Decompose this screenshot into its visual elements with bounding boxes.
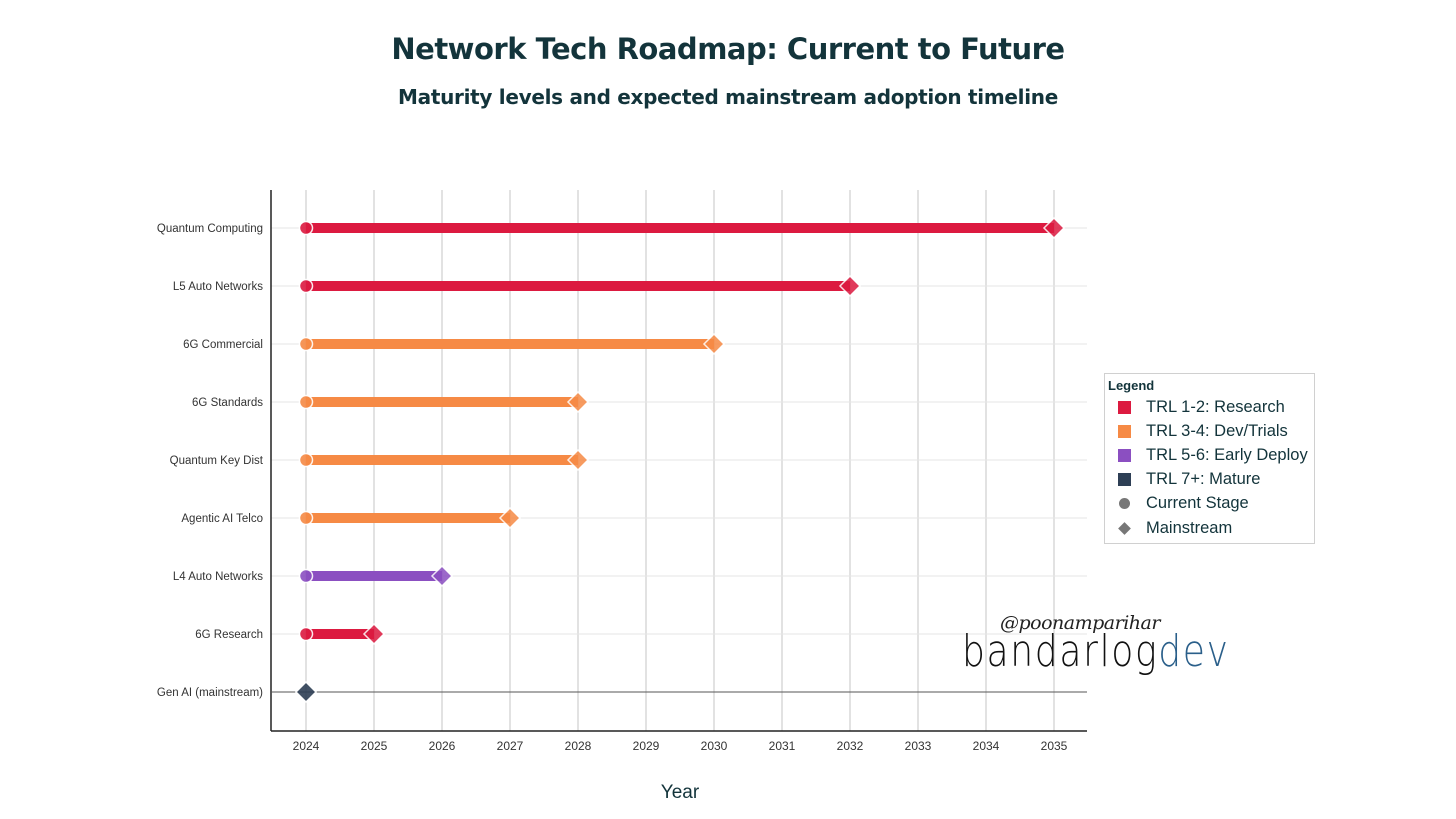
legend-swatch <box>1118 473 1131 487</box>
legend-entry: Current Stage <box>1118 493 1249 515</box>
legend-entry: TRL 1-2: Research <box>1118 396 1285 418</box>
legend-label: TRL 1-2: Research <box>1146 397 1285 416</box>
current-stage-marker <box>298 510 314 526</box>
watermark-brand-name: bandarlog <box>962 626 1159 677</box>
mainstream-marker <box>838 274 862 298</box>
marks-layer <box>271 216 1087 704</box>
x-tick-label: 2027 <box>497 739 524 753</box>
current-stage-marker <box>298 452 314 468</box>
mainstream-marker <box>430 564 454 588</box>
mainstream-marker <box>1042 216 1066 240</box>
legend-swatch <box>1118 448 1131 462</box>
x-tick-label: 2024 <box>293 739 320 753</box>
legend-label: Mainstream <box>1146 518 1233 537</box>
legend-label: Current Stage <box>1146 494 1249 513</box>
grid-layer <box>271 190 1087 731</box>
x-tick-label: 2033 <box>905 739 932 753</box>
x-tick-label: 2035 <box>1041 739 1068 753</box>
x-tick-label: 2026 <box>429 739 456 753</box>
y-tick-label: 6G Standards <box>192 397 263 409</box>
watermark-brand: bandarlogdev <box>962 626 1230 677</box>
legend-entry: TRL 3-4: Dev/Trials <box>1118 420 1288 442</box>
x-axis-label: Year <box>661 782 700 803</box>
current-stage-marker <box>298 394 314 410</box>
watermark: @poonamparihar bandarlogdev <box>962 612 1228 692</box>
x-tick-label: 2031 <box>769 739 796 753</box>
chart-subtitle: Maturity levels and expected mainstream … <box>398 85 1058 109</box>
legend-circle-icon <box>1119 498 1130 510</box>
mainstream-marker <box>294 680 318 704</box>
current-stage-marker <box>298 336 314 352</box>
current-stage-marker <box>298 278 314 294</box>
labels-layer: 2024 2025 2026 2027 2028 2029 2030 2031 2032 2033… <box>157 223 1068 753</box>
legend: Legend TRL 1-2: Research TRL 3-4: Dev/Tri… <box>1104 373 1315 544</box>
y-tick-label: Quantum Computing <box>157 223 263 235</box>
x-tick-label: 2034 <box>973 739 1000 753</box>
current-stage-marker <box>298 220 314 236</box>
chart-title: Network Tech Roadmap: Current to Future <box>391 32 1065 66</box>
mainstream-marker <box>498 506 522 530</box>
legend-label: TRL 5-6: Early Deploy <box>1146 445 1308 464</box>
legend-swatch <box>1118 400 1131 414</box>
x-tick-label: 2025 <box>361 739 388 753</box>
y-tick-label: 6G Research <box>195 629 263 641</box>
y-tick-label: Quantum Key Dist <box>170 455 264 467</box>
y-tick-label: Gen AI (mainstream) <box>157 687 263 699</box>
x-tick-label: 2032 <box>837 739 864 753</box>
legend-label: TRL 7+: Mature <box>1146 470 1261 489</box>
legend-label: TRL 3-4: Dev/Trials <box>1146 421 1288 440</box>
legend-diamond-icon <box>1118 521 1131 535</box>
legend-entry: TRL 5-6: Early Deploy <box>1118 444 1308 466</box>
watermark-handle: @poonamparihar <box>1000 612 1160 634</box>
legend-entry: TRL 7+: Mature <box>1118 469 1260 491</box>
y-tick-label: Agentic AI Telco <box>181 513 263 525</box>
legend-title: Legend <box>1108 378 1155 393</box>
x-tick-label: 2029 <box>633 739 660 753</box>
mainstream-marker <box>566 448 590 472</box>
y-tick-label: 6G Commercial <box>183 339 263 351</box>
mainstream-marker <box>702 332 726 356</box>
watermark-brand-suffix: dev <box>1158 626 1230 677</box>
current-stage-marker <box>298 626 314 642</box>
axes-layer <box>270 190 1087 732</box>
legend-entry: Mainstream <box>1118 517 1232 539</box>
x-tick-label: 2030 <box>701 739 728 753</box>
mainstream-marker <box>566 390 590 414</box>
x-tick-label: 2028 <box>565 739 592 753</box>
legend-swatch <box>1118 424 1131 438</box>
y-tick-label: L4 Auto Networks <box>173 571 263 583</box>
current-stage-marker <box>298 568 314 584</box>
mainstream-marker <box>362 622 386 646</box>
y-tick-label: L5 Auto Networks <box>173 281 263 293</box>
